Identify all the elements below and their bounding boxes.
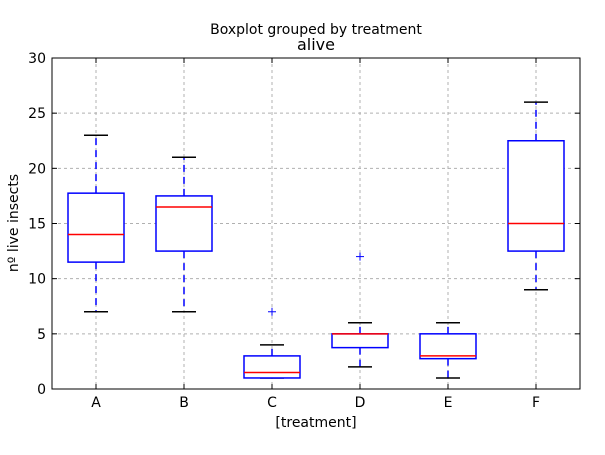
x-tick-label: D [355, 395, 366, 411]
grid-layer [52, 58, 580, 389]
x-tick-label: B [179, 395, 189, 411]
y-tick-label: 20 [28, 161, 46, 177]
box-group-f [507, 101, 565, 291]
ticks-layer: 0 5 10 15 20 25 30 A B C D E F [28, 51, 580, 411]
y-tick-label: 25 [28, 106, 46, 122]
box-iqr [331, 333, 389, 349]
y-tick-label: 30 [28, 51, 46, 67]
y-tick-label: 0 [37, 382, 46, 398]
x-tick-label: E [444, 395, 453, 411]
x-tick-label: A [91, 395, 101, 411]
y-tick-label: 5 [37, 327, 46, 343]
box-group-e [419, 322, 477, 379]
chart-suptitle: Boxplot grouped by treatment [210, 22, 422, 38]
box-iqr [155, 195, 213, 252]
box-group-b [155, 156, 213, 313]
y-tick-label: 10 [28, 272, 46, 288]
x-tick-label: F [532, 395, 540, 411]
box-group-d [331, 252, 389, 368]
y-axis-label: nº live insects [6, 174, 22, 272]
box-iqr [243, 355, 301, 379]
y-tick-label: 15 [28, 217, 46, 233]
box-group-a [67, 134, 125, 313]
box-iqr [419, 333, 477, 360]
boxes-layer [67, 101, 565, 379]
box-group-c [243, 307, 301, 379]
chart-title: alive [297, 35, 335, 54]
x-axis-label: [treatment] [275, 415, 356, 431]
x-tick-label: C [267, 395, 277, 411]
box-iqr [67, 192, 125, 263]
box-iqr [507, 140, 565, 252]
